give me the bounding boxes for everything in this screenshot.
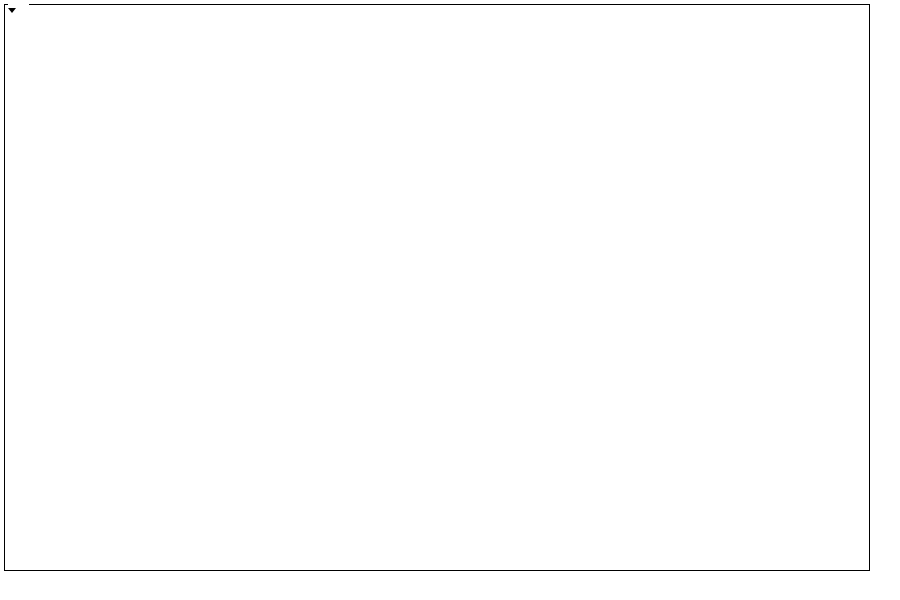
chevron-down-icon[interactable] bbox=[8, 8, 16, 13]
chart-frame bbox=[4, 4, 870, 571]
ichimoku-chart-svg bbox=[10, 10, 874, 575]
chart-header bbox=[8, 2, 29, 18]
price-axis[interactable] bbox=[871, 0, 900, 600]
time-axis[interactable] bbox=[0, 571, 900, 600]
chart-plot-area[interactable] bbox=[10, 10, 874, 575]
